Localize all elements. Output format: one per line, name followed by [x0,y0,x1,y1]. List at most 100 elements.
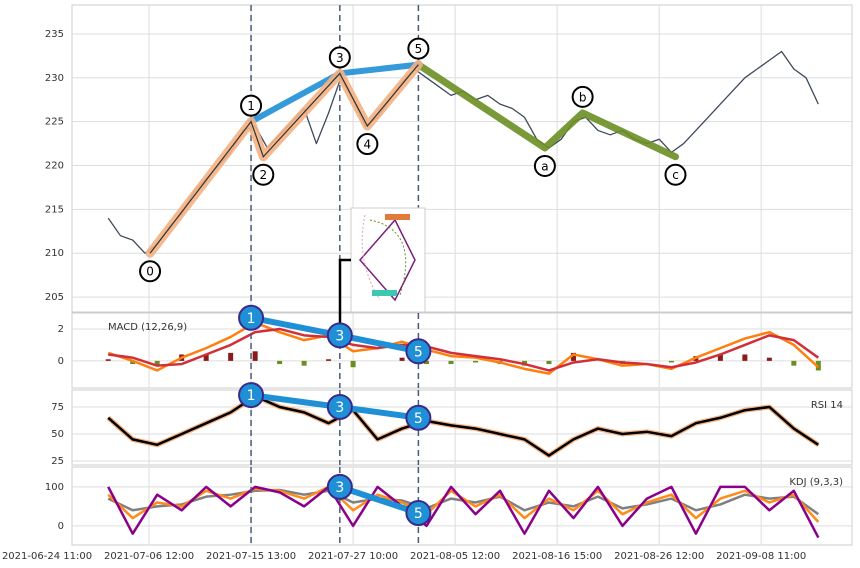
pivot-circle [326,393,353,420]
y-tick-label: 225 [45,117,64,128]
pivot-label: 1 [247,388,256,404]
pivot-circle [405,500,432,527]
inset-arrow [338,258,351,336]
histogram-bar [742,354,748,361]
series-line [107,485,820,539]
histogram-bar [766,357,772,361]
histogram-bar [668,360,674,363]
series-line [107,321,820,375]
panel-frame [71,466,853,546]
wave-label-circle [139,260,162,283]
pivot-label: 5 [414,506,423,522]
pivot-circle [238,382,265,409]
y-tick-label: 210 [45,248,64,259]
panel-frame [71,4,853,313]
pivot-label: 5 [414,344,423,360]
wave-label-circle [407,37,430,60]
histogram-bar [301,360,307,366]
pivot-circle [405,404,432,431]
histogram-bar [130,360,136,365]
wave-label: 3 [336,51,344,65]
histogram-bar [326,359,332,361]
y-tick-label: 235 [45,29,64,40]
wave-label: 0 [146,265,154,279]
wave-line [149,64,419,254]
histogram-bar [252,351,258,361]
inset-shape [372,290,397,296]
panel-label: MACD (12,26,9) [108,322,187,333]
grid-layer [71,4,853,546]
pivot-label: 3 [335,328,344,344]
wave-label-circle [664,163,687,186]
inset-figure [335,207,426,338]
y-tick-label: 100 [45,482,64,493]
histogram-bar [154,360,160,366]
wave-line [414,61,679,161]
histogram-bar [473,360,479,363]
x-tick-label: 2021-09-08 11:00 [716,551,806,562]
series-line [107,50,819,254]
histogram-bar [791,360,797,366]
histogram-bar [717,354,723,361]
histogram-bar [399,357,405,361]
pivot-label: 3 [335,400,344,416]
y-tick-label: 0 [58,521,64,532]
panel-label: KDJ (9,3,3) [789,477,843,488]
y-tick-label: 50 [51,429,64,440]
pivot-label: 5 [414,411,423,427]
pivot-line [338,484,420,516]
histogram-bar [277,360,283,365]
x-tick-label: 2021-07-27 10:00 [308,551,398,562]
inset-frame [350,207,426,313]
y-tick-label: 230 [45,73,64,84]
wave-label: 4 [364,138,372,152]
wave-label: 5 [415,42,423,56]
series-line [107,485,820,523]
wave-label: 1 [247,99,255,113]
histogram-bar [105,359,111,361]
panel-frame [71,312,853,389]
histogram-bar [350,360,356,368]
wave-label-circle [356,133,379,156]
histogram-bar [570,352,576,361]
inset-shape [369,219,407,296]
wave-label: 2 [259,168,267,182]
x-tick-label: 2021-06-24 11:00 [2,551,92,562]
wave-label-circle [533,154,556,177]
series-line [108,327,820,372]
wave-label-circle [252,163,275,186]
wave-label-circle [328,46,351,69]
x-tick-label: 2021-07-06 12:00 [104,551,194,562]
wave-label-circle [571,85,594,108]
panel-frame [71,389,853,466]
y-tick-label: 75 [51,402,64,413]
histogram-bar [424,360,430,365]
panel-label: RSI 14 [811,400,843,411]
wave-label: a [541,159,548,173]
pivot-label: 1 [247,311,256,327]
histogram-bar [448,360,454,365]
inset-shape [361,214,381,301]
y-tick-label: 220 [45,161,64,172]
pivot-label: 3 [335,480,344,496]
inset-shape [385,214,410,220]
pivot-circle [405,338,432,365]
wave-label: c [672,168,679,182]
x-tick-label: 2021-08-26 12:00 [614,551,704,562]
wave-label-circle [240,94,263,117]
pivot-circle [238,304,265,331]
pivot-circle [326,473,353,500]
x-tick-label: 2021-08-05 12:00 [410,551,500,562]
y-tick-label: 215 [45,204,64,215]
pivot-circle [326,322,353,349]
histogram-bar [546,360,552,365]
histogram-bar [228,352,234,361]
histogram-bar [203,354,209,361]
x-tick-label: 2021-08-16 15:00 [512,551,602,562]
y-tick-label: 0 [58,356,64,367]
y-tick-label: 205 [45,292,64,303]
x-tick-label: 2021-07-15 13:00 [206,551,296,562]
series-line [107,394,820,457]
